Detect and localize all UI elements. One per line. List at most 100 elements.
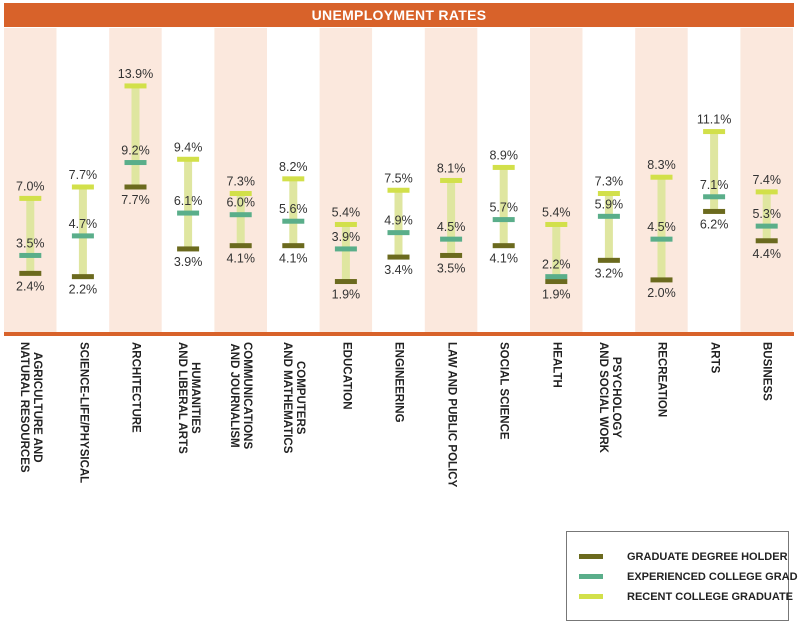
- graduate-value-label: 3.4%: [384, 263, 413, 277]
- recent-value-label: 8.2%: [279, 160, 308, 174]
- category-label: HEALTH: [530, 342, 582, 492]
- recent-value-label: 5.4%: [542, 205, 571, 219]
- experienced-marker: [545, 274, 568, 280]
- range-bar: [394, 190, 403, 258]
- category-label-text: HEALTH: [550, 342, 563, 388]
- graduate-marker: [492, 243, 515, 249]
- experienced-marker: [703, 194, 726, 200]
- range-bar: [78, 186, 87, 277]
- graduate-marker: [229, 243, 252, 249]
- category-label: COMMUNICATIONS AND JOURNALISM: [214, 342, 266, 492]
- recent-marker: [597, 191, 620, 197]
- graduate-value-label: 1.9%: [542, 288, 571, 302]
- range-bar: [499, 167, 508, 246]
- range-bar: [762, 191, 771, 241]
- chart-legend: GRADUATE DEGREE HOLDER EXPERIENCED COLLEG…: [566, 531, 798, 621]
- category-label: BUSINESS: [740, 342, 792, 492]
- recent-value-label: 7.3%: [226, 175, 255, 189]
- recent-value-label: 5.4%: [332, 205, 361, 219]
- legend-label: GRADUATE DEGREE HOLDER: [627, 551, 788, 563]
- column-stripe: [4, 28, 57, 332]
- axis-line: [4, 332, 794, 336]
- legend-swatch: [579, 554, 603, 559]
- recent-marker: [492, 164, 515, 170]
- graduate-value-label: 3.5%: [437, 261, 466, 275]
- category-label: ENGINEERING: [372, 342, 424, 492]
- graduate-value-label: 1.9%: [332, 288, 361, 302]
- category-label: ARCHITECTURE: [109, 342, 161, 492]
- category-label-text: BUSINESS: [760, 342, 773, 401]
- experienced-value-label: 9.2%: [121, 144, 150, 158]
- recent-marker: [229, 191, 252, 197]
- category-label: LAW AND PUBLIC POLICY: [425, 342, 477, 492]
- category-label-text: ENGINEERING: [392, 342, 405, 423]
- experienced-value-label: 5.9%: [595, 197, 624, 211]
- graduate-marker: [545, 279, 568, 285]
- experienced-marker: [387, 230, 410, 236]
- recent-marker: [703, 129, 726, 135]
- legend-swatch: [579, 574, 603, 579]
- graduate-value-label: 7.7%: [121, 193, 150, 207]
- experienced-marker: [71, 233, 94, 239]
- experienced-marker: [650, 236, 673, 242]
- category-label-text: AGRICULTURE AND NATURAL RESOURCES: [18, 342, 43, 473]
- category-label: EDUCATION: [320, 342, 372, 492]
- recent-marker: [177, 156, 200, 162]
- graduate-value-label: 2.0%: [647, 286, 676, 300]
- column-stripe: [214, 28, 267, 332]
- experienced-marker: [229, 212, 252, 218]
- graduate-marker: [282, 243, 305, 249]
- category-label-text: RECREATION: [655, 342, 668, 418]
- category-label: AGRICULTURE AND NATURAL RESOURCES: [4, 342, 56, 492]
- legend-label: RECENT COLLEGE GRADUATE: [627, 591, 794, 603]
- experienced-marker: [282, 218, 305, 224]
- category-label-text: ARCHITECTURE: [129, 342, 142, 433]
- recent-marker: [650, 174, 673, 180]
- recent-value-label: 9.4%: [174, 140, 203, 154]
- range-bar: [447, 180, 456, 256]
- recent-value-label: 11.1%: [697, 113, 732, 127]
- experienced-marker: [597, 213, 620, 219]
- experienced-value-label: 7.1%: [700, 178, 729, 192]
- category-label-text: HUMANITIES AND LIBERAL ARTS: [175, 342, 201, 454]
- recent-marker: [124, 83, 147, 89]
- column-stripe: [319, 28, 373, 332]
- category-label: RECREATION: [635, 342, 687, 492]
- recent-marker: [387, 187, 410, 193]
- range-bar: [184, 159, 193, 249]
- graduate-marker: [650, 277, 673, 283]
- range-bar: [657, 177, 666, 280]
- category-label-text: COMPUTERS AND MATHEMATICS: [281, 342, 306, 454]
- column-stripe: [582, 28, 636, 332]
- experienced-marker: [755, 223, 778, 229]
- graduate-value-label: 3.9%: [174, 255, 203, 269]
- experienced-value-label: 6.0%: [226, 196, 255, 210]
- experienced-value-label: 4.7%: [69, 217, 98, 231]
- graduate-marker: [597, 257, 620, 263]
- graduate-value-label: 4.1%: [279, 252, 308, 266]
- recent-marker: [545, 221, 568, 227]
- experienced-value-label: 4.5%: [647, 220, 676, 234]
- graduate-value-label: 6.2%: [700, 217, 729, 231]
- category-label-text: PSYCHOLOGY AND SOCIAL WORK: [596, 342, 622, 453]
- range-bar: [341, 224, 350, 282]
- experienced-value-label: 4.9%: [384, 214, 413, 228]
- category-label: ARTS: [688, 342, 740, 492]
- category-label: PSYCHOLOGY AND SOCIAL WORK: [583, 342, 635, 492]
- graduate-marker: [71, 274, 94, 280]
- range-bar: [289, 178, 298, 246]
- range-bar: [552, 224, 561, 282]
- recent-marker: [282, 176, 305, 182]
- legend-label: EXPERIENCED COLLEGE GRADUATE: [627, 571, 798, 583]
- category-label-text: EDUCATION: [340, 342, 353, 410]
- experienced-marker: [124, 160, 147, 166]
- range-bar: [131, 85, 140, 187]
- recent-marker: [440, 177, 463, 183]
- graduate-value-label: 4.1%: [226, 252, 255, 266]
- chart-title: UNEMPLOYMENT RATES: [4, 3, 794, 27]
- graduate-marker: [755, 238, 778, 244]
- graduate-marker: [19, 270, 42, 276]
- column-stripe: [740, 28, 793, 332]
